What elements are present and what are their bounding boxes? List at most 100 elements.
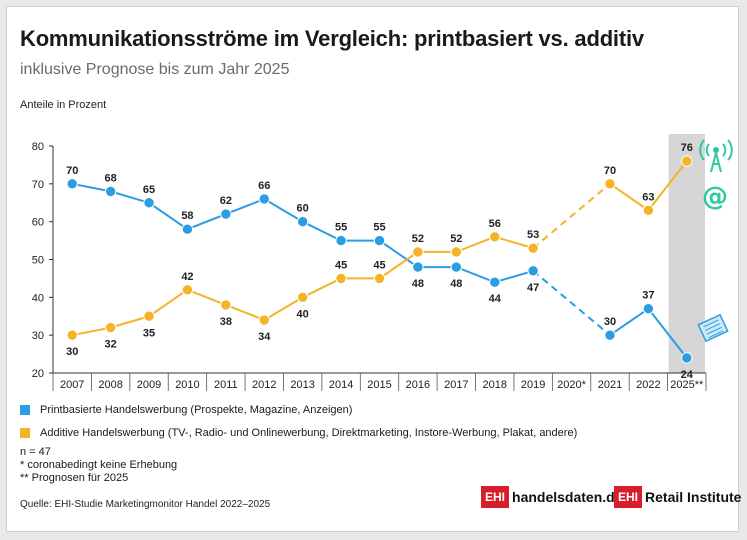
y-tick-label: 20 xyxy=(32,368,44,380)
icon-part xyxy=(705,143,727,157)
data-point xyxy=(489,276,501,288)
data-point xyxy=(104,185,117,198)
data-label: 30 xyxy=(604,316,616,328)
y-tick-label: 30 xyxy=(32,330,44,342)
data-label: 70 xyxy=(604,165,616,177)
data-point xyxy=(296,215,309,228)
x-tick-label: 2016 xyxy=(406,379,430,391)
x-tick-label: 2021 xyxy=(598,379,622,391)
data-point xyxy=(258,193,270,205)
x-tick-label: 2017 xyxy=(444,379,468,391)
data-label: 37 xyxy=(642,290,654,302)
legend-swatch-print xyxy=(20,405,30,415)
data-point xyxy=(642,302,655,315)
data-label: 52 xyxy=(450,233,462,245)
data-label: 30 xyxy=(66,346,78,358)
data-point xyxy=(489,231,501,243)
data-label: 42 xyxy=(181,271,193,283)
data-point xyxy=(527,265,539,277)
data-point xyxy=(604,329,616,341)
data-label: 76 xyxy=(681,142,693,154)
data-point xyxy=(450,246,463,258)
logo-ehi-retail-institute: EHI Retail Institute xyxy=(614,486,741,508)
data-label: 66 xyxy=(258,180,270,192)
data-label: 52 xyxy=(412,233,424,245)
chart-subtitle: inklusive Prognose bis zum Jahr 2025 xyxy=(20,61,290,78)
legend-label-additive: Additive Handelswerbung (TV-, Radio- und… xyxy=(40,427,578,439)
x-tick-label: 2018 xyxy=(482,379,506,391)
x-tick-label: 2019 xyxy=(521,379,545,391)
data-point xyxy=(373,272,386,285)
x-tick-label: 2007 xyxy=(60,379,84,391)
data-point xyxy=(450,261,463,273)
data-label: 32 xyxy=(104,339,116,351)
data-point xyxy=(681,352,693,364)
data-point xyxy=(335,234,347,247)
chart-title: Kommunikationsströme im Vergleich: print… xyxy=(20,26,644,51)
series-forecast-dash-0 xyxy=(532,270,611,336)
icon-part xyxy=(703,319,719,328)
note-corona: * coronabedingt keine Erhebung xyxy=(20,459,178,471)
data-label: 68 xyxy=(104,172,116,184)
data-point xyxy=(104,321,117,334)
y-tick-label: 50 xyxy=(32,255,44,267)
x-tick-label: 2013 xyxy=(290,379,314,391)
logo-text: Retail Institute xyxy=(645,489,742,505)
data-label: 45 xyxy=(335,259,347,271)
at-sign-icon: @ xyxy=(702,182,728,212)
y-axis-unit-label: Anteile in Prozent xyxy=(20,99,107,111)
y-tick-label: 60 xyxy=(32,217,44,229)
x-tick-label: 2020* xyxy=(557,379,586,391)
data-label: 45 xyxy=(373,259,385,271)
x-tick-label: 2015 xyxy=(367,379,391,391)
data-label: 70 xyxy=(66,165,78,177)
data-label: 62 xyxy=(220,195,232,207)
data-label: 35 xyxy=(143,327,155,339)
icon-part xyxy=(708,330,724,339)
data-label: 56 xyxy=(489,218,501,230)
footnotes: n = 47 * coronabedingt keine Erhebung **… xyxy=(20,446,177,485)
data-label: 53 xyxy=(527,229,539,241)
data-label: 65 xyxy=(143,184,155,196)
data-label: 58 xyxy=(181,210,193,222)
logo-text: handelsdaten.de xyxy=(512,489,623,505)
data-point xyxy=(258,314,270,326)
x-tick-label: 2014 xyxy=(329,379,353,391)
series-line-1 xyxy=(72,235,534,337)
broadcast-tower-icon xyxy=(699,139,733,173)
data-label: 60 xyxy=(297,203,309,215)
data-point xyxy=(642,204,655,217)
chart-card xyxy=(6,6,739,532)
data-point xyxy=(66,178,78,190)
logo-handelsdaten: EHI handelsdaten.de xyxy=(481,486,622,508)
data-label: 40 xyxy=(297,308,309,320)
source-note: Quelle: EHI-Studie Marketingmonitor Hand… xyxy=(20,499,271,510)
data-label: 48 xyxy=(412,278,424,290)
data-point xyxy=(220,299,232,311)
x-tick-label: 2025** xyxy=(670,379,704,391)
data-label: 55 xyxy=(335,222,347,234)
icon-part xyxy=(705,323,721,331)
data-label: 48 xyxy=(450,278,462,290)
data-label: 24 xyxy=(681,369,694,381)
icon-part xyxy=(697,313,729,343)
data-point xyxy=(220,208,232,220)
y-tick-label: 40 xyxy=(32,292,44,304)
at-glyph: @ xyxy=(702,182,728,212)
data-point xyxy=(412,246,424,258)
series-line-0 xyxy=(72,182,534,284)
x-tick-label: 2008 xyxy=(98,379,122,391)
data-point xyxy=(143,197,155,209)
data-label: 55 xyxy=(373,222,385,234)
icon-part xyxy=(699,139,733,161)
data-point xyxy=(527,242,539,254)
data-label: 34 xyxy=(258,331,271,343)
icon-part xyxy=(710,152,722,173)
data-point xyxy=(181,223,194,235)
x-tick-label: 2012 xyxy=(252,379,276,391)
icon-part xyxy=(713,147,719,153)
data-label: 63 xyxy=(642,191,654,203)
logo-box: EHI xyxy=(614,486,643,508)
legend-item-print: Printbasierte Handelswerbung (Prospekte,… xyxy=(20,404,352,416)
